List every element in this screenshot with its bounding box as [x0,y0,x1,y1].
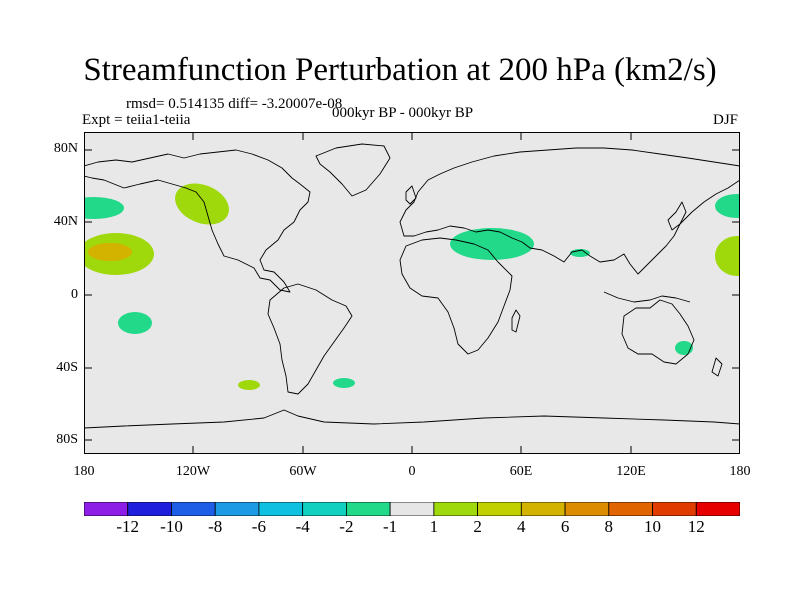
colorbar-box [214,502,260,516]
colorbar-label: -12 [116,517,140,536]
experiment-label: Expt = teiia1-teiia [82,112,191,128]
map-background [84,132,740,454]
colorbar-label: -10 [160,517,183,536]
lat-label-40s: 40S [56,360,78,375]
colorbar-label: 1 [429,517,439,536]
anomaly-region [333,378,355,388]
lat-label-equator: 0 [71,287,78,302]
lat-label-80s: 80S [56,432,78,447]
stats-line: rmsd= 0.514135 diff= -3.20007e-08 [126,96,343,112]
coastline-australia [621,299,695,365]
lat-label-40n: 40N [53,214,78,229]
colorbar-label: 10 [644,517,661,536]
lon-label-180w: 180 [73,464,95,479]
anomaly-region [675,341,693,355]
coastline-greenland [315,143,391,197]
colorbar-box [171,502,216,516]
colorbar-box [389,502,435,516]
colorbar-box [477,502,522,516]
coastline-north-america [84,149,311,293]
lon-label-60e: 60E [509,464,533,479]
colorbar-boxes [84,502,740,516]
colorbar-box [520,502,566,516]
anomaly-region [118,312,152,334]
anomaly-layer [84,183,740,390]
anomaly-region [715,236,740,276]
lon-label-120w: 120W [175,464,211,479]
coastline-madagascar [511,309,521,333]
axis-ticks [84,132,740,454]
colorbar-box [84,502,129,516]
lon-label-60w: 60W [289,464,317,479]
colorbar-label: -8 [208,517,223,536]
colorbar-box [433,502,478,516]
anomaly-region [88,243,132,261]
colorbar-label: 6 [560,517,570,536]
colorbar-label: -2 [339,517,354,536]
colorbar-box [652,502,697,516]
plot-title: Streamfunction Perturbation at 200 hPa (… [83,52,717,88]
colorbar [84,502,740,516]
colorbar-box [695,502,740,516]
colorbar-label: 8 [604,517,614,536]
colorbar-label: 2 [473,517,482,536]
anomaly-region [84,197,124,219]
anomaly-region [238,380,260,390]
colorbar-box [345,502,391,516]
anomaly-region [450,228,534,260]
coastline-europe-asia [399,147,740,275]
lon-label-0: 0 [408,464,416,479]
colorbar-label: -1 [383,517,398,536]
colorbar-label: -6 [251,517,266,536]
coastlines [84,143,740,429]
world-map [84,132,740,454]
anomaly-region [715,194,740,218]
colorbar-label: 12 [687,517,705,536]
coastline-antarctica [84,409,740,429]
coastline-japan [667,201,687,231]
coastline-africa [399,237,513,355]
anomaly-region [175,183,229,225]
colorbar-label: -4 [295,517,310,536]
coastline-new-zealand [711,357,723,377]
colorbar-box [608,502,653,516]
colorbar-box [302,502,347,516]
coastline-uk [405,185,417,205]
lon-label-120e: 120E [616,464,646,479]
colorbar-box [564,502,610,516]
colorbar-box [127,502,172,516]
season-label: DJF [712,112,738,128]
coastline-south-america [267,283,353,395]
coastline-indonesia [603,291,691,303]
period-label: 000kyr BP - 000kyr BP [332,105,474,121]
colorbar-box [258,502,304,516]
lon-label-180e: 180 [729,464,751,479]
colorbar-label: 4 [517,517,526,536]
lat-label-80n: 80N [53,141,78,156]
